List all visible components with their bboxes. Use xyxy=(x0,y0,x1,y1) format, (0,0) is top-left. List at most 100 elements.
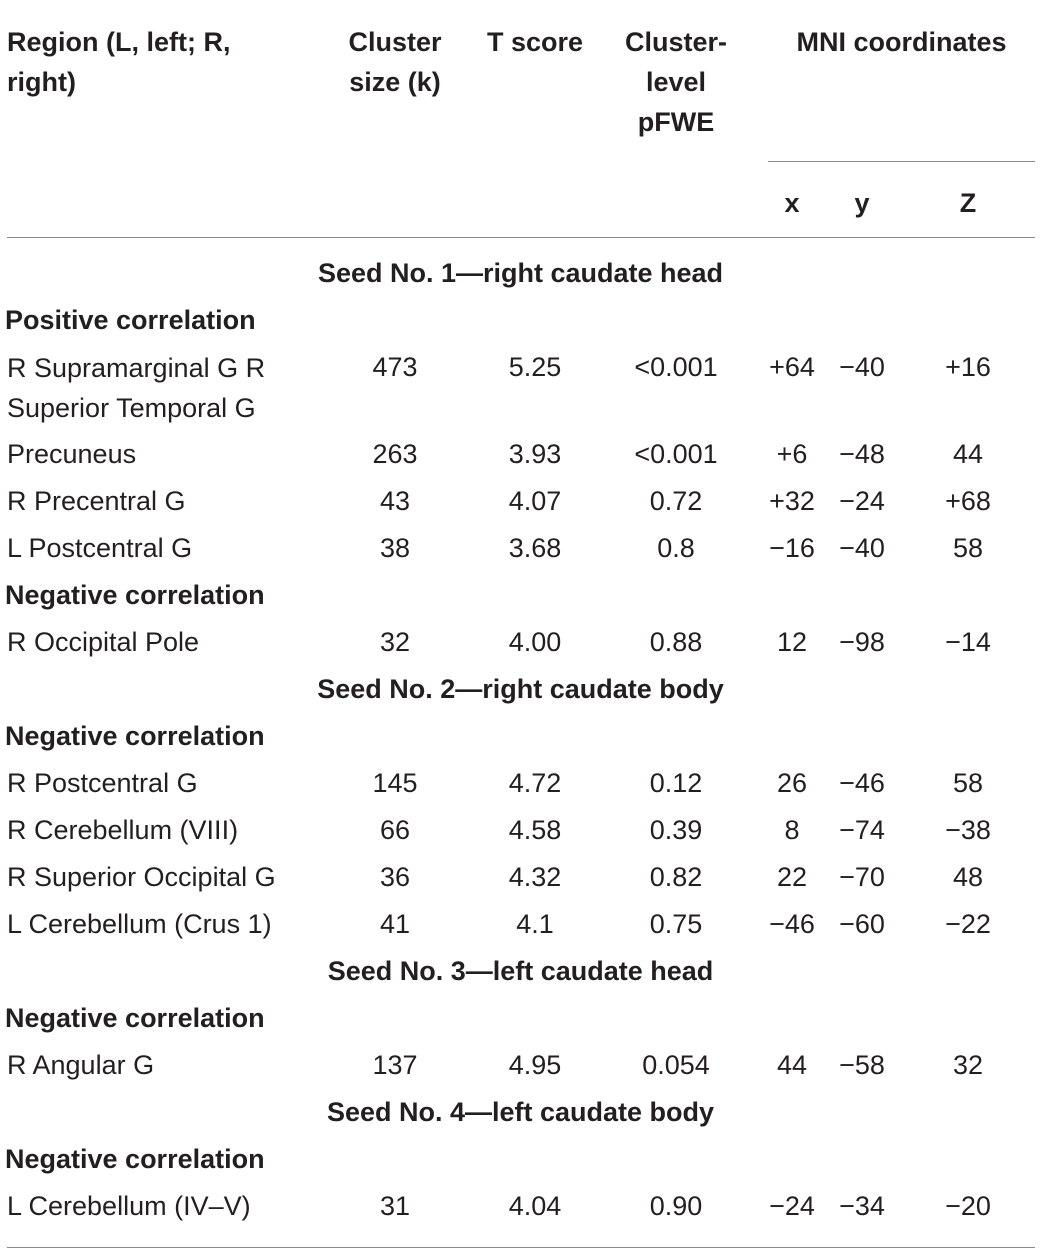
cell-region: R Precentral G xyxy=(7,486,186,516)
cell-y: −34 xyxy=(839,1191,885,1221)
cell-region: R Postcentral G xyxy=(7,768,198,798)
table-row: R Postcentral G 145 4.72 0.12 26 −46 58 xyxy=(0,760,1041,807)
group-label: Positive correlation xyxy=(5,305,256,335)
cell-z: −14 xyxy=(945,627,991,657)
table-row: R Angular G 137 4.95 0.054 44 −58 32 xyxy=(0,1042,1041,1089)
cell-t-score: 4.95 xyxy=(508,1050,562,1080)
cell-t-score: 3.93 xyxy=(508,439,562,469)
group-label: Negative correlation xyxy=(5,580,265,610)
cell-cluster-size: 43 xyxy=(379,486,411,516)
cell-pfwe: 0.82 xyxy=(649,862,703,892)
cell-cluster-size: 66 xyxy=(379,815,411,845)
cell-x: 44 xyxy=(776,1050,808,1080)
cell-z: 32 xyxy=(952,1050,984,1080)
cell-z: −20 xyxy=(945,1191,991,1221)
header-pfwe: Cluster- level pFWE xyxy=(624,27,727,137)
cell-y: −46 xyxy=(839,768,885,798)
group-label: Negative correlation xyxy=(5,1144,265,1174)
cell-pfwe: 0.75 xyxy=(649,909,703,939)
cell-z: +16 xyxy=(945,352,991,382)
cell-t-score: 4.72 xyxy=(508,768,562,798)
cell-cluster-size: 473 xyxy=(372,352,418,382)
table-row: R Supramarginal G R Superior Temporal G 4… xyxy=(0,344,1041,431)
cell-z: +68 xyxy=(945,486,991,516)
group-label: Negative correlation xyxy=(5,721,265,751)
cell-z: 58 xyxy=(952,533,984,563)
cell-pfwe: 0.054 xyxy=(642,1050,710,1080)
header-y: y xyxy=(854,188,870,218)
header-region: Region (L, left; R, right) xyxy=(7,27,231,97)
table-row: R Precentral G 43 4.07 0.72 +32 −24 +68 xyxy=(0,478,1041,525)
group-label: Negative correlation xyxy=(5,1003,265,1033)
cell-pfwe: 0.12 xyxy=(649,768,703,798)
cell-x: +64 xyxy=(769,352,815,382)
table-bottom-rule xyxy=(7,1247,1035,1248)
cell-region: R Cerebellum (VIII) xyxy=(7,815,239,845)
cell-region: L Cerebellum (Crus 1) xyxy=(7,909,272,939)
cell-t-score: 4.1 xyxy=(516,909,554,939)
cell-z: 58 xyxy=(952,768,984,798)
cell-x: 22 xyxy=(776,862,808,892)
table-row: L Cerebellum (IV–V) 31 4.04 0.90 −24 −34 −20 xyxy=(0,1183,1041,1230)
cell-pfwe: 0.90 xyxy=(649,1191,703,1221)
cell-region: Precuneus xyxy=(7,439,137,469)
cell-y: −40 xyxy=(839,352,885,382)
cell-t-score: 4.07 xyxy=(508,486,562,516)
cell-x: 26 xyxy=(776,768,808,798)
cell-region: L Cerebellum (IV–V) xyxy=(7,1191,251,1221)
section-title: Seed No. 4—left caudate body xyxy=(326,1097,715,1127)
cell-y: −48 xyxy=(839,439,885,469)
header-mni-coordinates: MNI coordinates xyxy=(796,27,1007,57)
cell-y: −24 xyxy=(839,486,885,516)
cell-t-score: 3.68 xyxy=(508,533,562,563)
cell-y: −60 xyxy=(839,909,885,939)
cell-pfwe: <0.001 xyxy=(634,439,718,469)
cell-z: 48 xyxy=(952,862,984,892)
cell-t-score: 4.32 xyxy=(508,862,562,892)
cell-y: −74 xyxy=(839,815,885,845)
cell-pfwe: 0.8 xyxy=(657,533,695,563)
cell-cluster-size: 145 xyxy=(372,768,418,798)
table-row: R Cerebellum (VIII) 66 4.58 0.39 8 −74 −38 xyxy=(0,807,1041,854)
section-title: Seed No. 3—left caudate head xyxy=(327,956,714,986)
cell-z: −38 xyxy=(945,815,991,845)
cell-t-score: 4.58 xyxy=(508,815,562,845)
cell-t-score: 4.00 xyxy=(508,627,562,657)
cell-z: −22 xyxy=(945,909,991,939)
cell-x: −16 xyxy=(769,533,815,563)
cell-x: 12 xyxy=(776,627,808,657)
cell-cluster-size: 41 xyxy=(379,909,411,939)
header-cluster-size: Cluster size (k) xyxy=(348,27,442,97)
cell-region: R Supramarginal G R Superior Temporal G xyxy=(7,353,266,423)
cell-cluster-size: 38 xyxy=(379,533,411,563)
header-x: x xyxy=(784,188,800,218)
cell-y: −40 xyxy=(839,533,885,563)
section-title: Seed No. 2—right caudate body xyxy=(317,674,724,704)
cell-region: R Angular G xyxy=(7,1050,155,1080)
header-t-score: T score xyxy=(486,27,584,57)
table-row: R Superior Occipital G 36 4.32 0.82 22 −70 48 xyxy=(0,854,1041,901)
header-z: Z xyxy=(959,188,977,218)
cell-y: −70 xyxy=(839,862,885,892)
table-row: R Occipital Pole 32 4.00 0.88 12 −98 −14 xyxy=(0,619,1041,666)
cell-t-score: 4.04 xyxy=(508,1191,562,1221)
section-title: Seed No. 1—right caudate head xyxy=(317,258,724,288)
cell-region: R Superior Occipital G xyxy=(7,862,276,892)
table-row: L Cerebellum (Crus 1) 41 4.1 0.75 −46 −60 −22 xyxy=(0,901,1041,948)
cell-z: 44 xyxy=(952,439,984,469)
cell-pfwe: 0.39 xyxy=(649,815,703,845)
header-bottom-rule xyxy=(7,237,1035,238)
table-row: L Postcentral G 38 3.68 0.8 −16 −40 58 xyxy=(0,525,1041,572)
cell-region: L Postcentral G xyxy=(7,533,193,563)
cell-cluster-size: 32 xyxy=(379,627,411,657)
cell-pfwe: 0.88 xyxy=(649,627,703,657)
cell-x: +32 xyxy=(769,486,815,516)
cell-y: −58 xyxy=(839,1050,885,1080)
cell-region: R Occipital Pole xyxy=(7,627,200,657)
cell-cluster-size: 137 xyxy=(372,1050,418,1080)
cell-t-score: 5.25 xyxy=(508,352,562,382)
cell-x: −24 xyxy=(769,1191,815,1221)
cell-y: −98 xyxy=(839,627,885,657)
cell-x: −46 xyxy=(769,909,815,939)
cell-cluster-size: 36 xyxy=(379,862,411,892)
